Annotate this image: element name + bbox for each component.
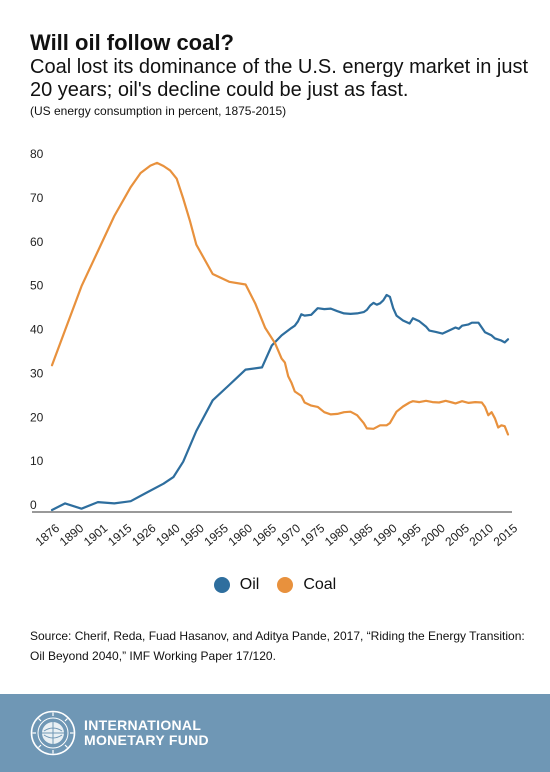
- y-tick-label: 70: [30, 191, 44, 205]
- y-tick-label: 0: [30, 498, 37, 512]
- x-tick-label: 1926: [129, 521, 159, 549]
- x-tick-label: 1915: [105, 521, 135, 549]
- chart-title: Will oil follow coal?: [30, 30, 234, 55]
- legend-label-coal: Coal: [303, 576, 337, 593]
- y-tick-label: 40: [30, 323, 44, 337]
- x-tick-label: 1950: [177, 521, 207, 549]
- y-tick-label: 60: [30, 235, 44, 249]
- footer-bar: INTERNATIONAL MONETARY FUND: [0, 694, 550, 772]
- org-name-line1: INTERNATIONAL: [84, 717, 202, 733]
- y-tick-label: 20: [30, 410, 44, 424]
- x-tick-label: 1995: [394, 521, 424, 549]
- x-tick-label: 2015: [491, 521, 521, 549]
- org-name: INTERNATIONAL MONETARY FUND: [84, 718, 209, 748]
- x-tick-label: 1890: [57, 521, 87, 549]
- y-tick-label: 30: [30, 366, 44, 380]
- x-tick-label: 2000: [418, 521, 448, 549]
- series-layer: [50, 161, 510, 512]
- x-tick-label: 1975: [298, 521, 328, 549]
- x-tick-label: 2010: [467, 521, 497, 549]
- x-tick-label: 1955: [201, 521, 231, 549]
- legend-item-coal: Coal: [277, 576, 336, 594]
- x-tick-label: 2005: [442, 521, 472, 549]
- legend-item-oil: Oil: [213, 576, 260, 594]
- x-tick-label: 1985: [346, 521, 376, 549]
- y-tick-label: 50: [30, 279, 44, 293]
- x-tick-label: 1990: [370, 521, 400, 549]
- series-line-oil: [50, 293, 510, 512]
- legend: Oil Coal: [0, 576, 550, 594]
- imf-seal-icon: [30, 710, 76, 756]
- x-tick-label: 1876: [33, 521, 63, 549]
- x-tick-label: 1901: [81, 521, 111, 549]
- legend-label-oil: Oil: [239, 576, 260, 593]
- y-tick-label: 10: [30, 454, 44, 468]
- series-line-coal: [50, 161, 510, 436]
- legend-swatch-coal: [277, 577, 294, 593]
- x-tick-label: 1980: [322, 521, 352, 549]
- x-tick-label: 1965: [250, 521, 280, 549]
- source-note: Source: Cherif, Reda, Fuad Hasanov, and …: [30, 629, 525, 663]
- org-name-line2: MONETARY FUND: [84, 732, 209, 748]
- chart-subtitle: Coal lost its dominance of the U.S. ener…: [30, 56, 529, 101]
- x-tick-label: 1940: [153, 521, 183, 549]
- y-tick-label: 80: [30, 147, 44, 161]
- legend-swatch-oil: [213, 577, 230, 593]
- x-tick-label: 1960: [226, 521, 256, 549]
- y-axis: 0 10 20 30 40 50 60 70 80: [30, 147, 44, 512]
- chart-note: (US energy consumption in percent, 1875-…: [30, 104, 287, 118]
- x-axis: 1876189019011915192619401950195519601965…: [32, 511, 521, 549]
- x-tick-label: 1970: [274, 521, 304, 549]
